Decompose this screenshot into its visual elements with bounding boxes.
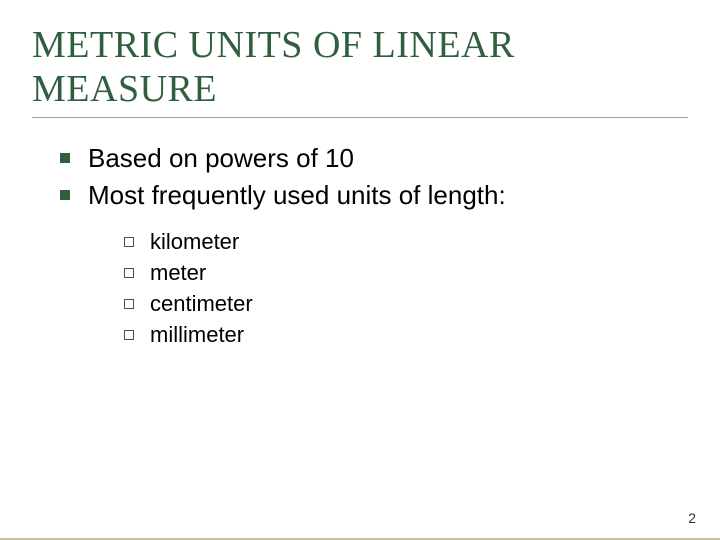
list-item: millimeter [124,320,688,351]
bullet-text: Most frequently used units of length: [88,180,506,210]
slide-content: Based on powers of 10 Most frequently us… [32,140,688,350]
page-number: 2 [688,510,696,526]
bullet-text: kilometer [150,229,239,254]
bullet-text: millimeter [150,322,244,347]
title-line-2: MEASURE [32,68,217,110]
title-line-1: METRIC UNITS OF LINEAR [32,24,515,66]
slide-title: METRIC UNITS OF LINEAR MEASURE [32,24,688,111]
list-item: kilometer [124,227,688,258]
list-item: centimeter [124,289,688,320]
list-item: Based on powers of 10 [60,140,688,176]
title-underline [32,117,688,118]
list-item: Most frequently used units of length: ki… [60,177,688,351]
bullet-text: Based on powers of 10 [88,143,354,173]
bullet-text: meter [150,260,206,285]
list-item: meter [124,258,688,289]
bullet-list-level1: Based on powers of 10 Most frequently us… [32,140,688,350]
bullet-list-level2: kilometer meter centimeter millimeter [88,227,688,350]
bullet-text: centimeter [150,291,253,316]
